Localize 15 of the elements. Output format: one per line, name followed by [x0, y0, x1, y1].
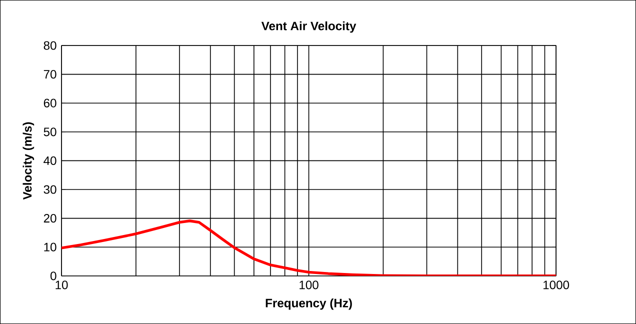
y-tick-label: 30: [44, 185, 56, 194]
y-tick-label: 10: [44, 242, 56, 252]
x-axis-title: Frequency (Hz): [266, 298, 352, 310]
y-tick-label: 50: [44, 128, 56, 136]
x-tick-label: 1000: [544, 280, 570, 290]
y-tick-label: 80: [44, 41, 56, 50]
x-tick-label: 100: [300, 280, 318, 290]
y-tick-label: 0: [50, 272, 56, 280]
x-tick-label: 10: [56, 280, 68, 290]
y-tick-label: 70: [44, 70, 56, 79]
y-tick-label: 20: [44, 214, 56, 223]
chart-title: Vent Air Velocity: [261, 21, 356, 33]
y-tick-label: 40: [44, 156, 56, 165]
y-axis-title: Velocity (m/s): [22, 122, 34, 200]
y-tick-label: 60: [44, 98, 56, 108]
